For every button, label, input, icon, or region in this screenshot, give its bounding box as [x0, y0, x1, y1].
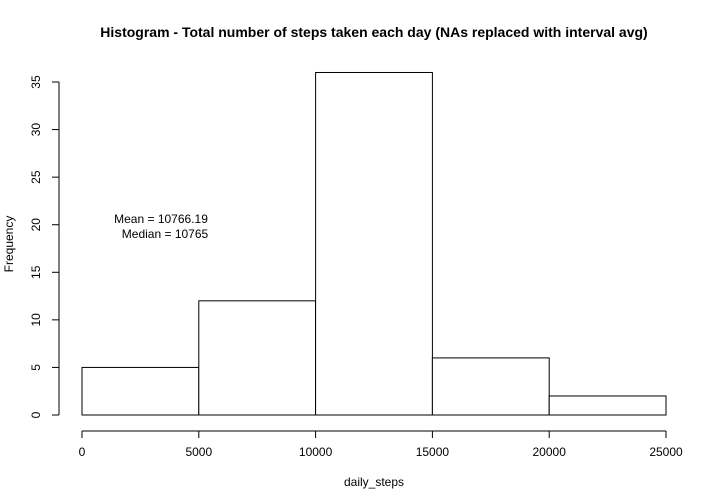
x-tick-label-3: 15000: [416, 445, 450, 459]
histogram-bar-0: [81, 366, 200, 416]
histogram-bar-3: [431, 357, 550, 416]
y-tick-label-6: 30: [29, 123, 43, 137]
x-axis: 0 5000 10000 15000 20000 25000: [79, 430, 683, 459]
chart-title: Histogram - Total number of steps taken …: [100, 24, 647, 40]
x-tick-label-2: 10000: [299, 445, 333, 459]
y-tick-label-2: 10: [29, 313, 43, 327]
x-tick-label-1: 5000: [185, 445, 212, 459]
x-tick-label-4: 20000: [533, 445, 567, 459]
y-tick-label-4: 20: [29, 218, 43, 232]
x-tick-label-5: 25000: [649, 445, 683, 459]
y-tick-label-7: 35: [29, 75, 43, 89]
mean-annotation: Mean = 10766.19: [114, 212, 208, 226]
y-tick-label-3: 15: [29, 265, 43, 279]
histogram-bar-2: [315, 71, 433, 416]
bars-group: [81, 71, 667, 416]
median-annotation: Median = 10765: [122, 227, 209, 241]
y-tick-label-5: 25: [29, 170, 43, 184]
x-axis-label: daily_steps: [344, 475, 404, 489]
y-tick-label-0: 0: [29, 411, 43, 418]
x-tick-label-0: 0: [79, 445, 86, 459]
y-tick-label-1: 5: [29, 364, 43, 371]
y-axis-label: Frequency: [2, 216, 16, 273]
histogram-bar-1: [198, 300, 317, 416]
y-axis: 0 5 10 15 20 25 30 35: [29, 75, 60, 418]
histogram-bar-4: [548, 395, 667, 416]
